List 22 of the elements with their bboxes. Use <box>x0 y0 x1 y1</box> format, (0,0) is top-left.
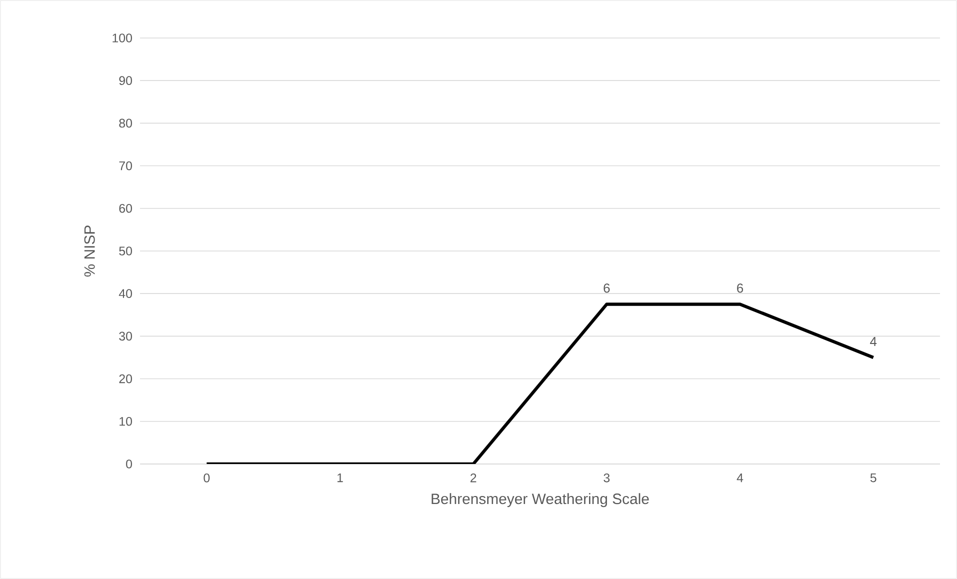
x-tick-label: 2 <box>470 474 476 482</box>
y-tick-label: 80 <box>119 118 132 128</box>
y-tick-label: 0 <box>126 460 132 468</box>
x-tick-label: 4 <box>736 474 744 482</box>
y-tick-label: 30 <box>119 332 132 341</box>
x-tick-label: 3 <box>604 474 610 482</box>
y-tick-label: 10 <box>120 416 132 426</box>
y-tick-label: 20 <box>119 374 132 384</box>
y-tick-label: 50 <box>119 246 132 256</box>
x-tick-label: 0 <box>204 474 210 482</box>
annotation: 4 <box>870 337 877 346</box>
x-tick-label: 5 <box>870 474 876 482</box>
annotation: 6 <box>737 284 744 293</box>
y-axis-title: % NISP <box>84 226 95 277</box>
y-tick-label: 100 <box>112 34 132 42</box>
x-axis-title: Behrensmeyer Weathering Scale <box>432 493 649 508</box>
y-tick-label: 40 <box>118 289 132 298</box>
annotation: 6 <box>604 284 610 293</box>
y-tick-label: 70 <box>119 161 132 170</box>
y-tick-label: 90 <box>119 76 132 85</box>
y-tick-label: 60 <box>119 204 132 213</box>
x-tick-label: 1 <box>338 474 343 482</box>
